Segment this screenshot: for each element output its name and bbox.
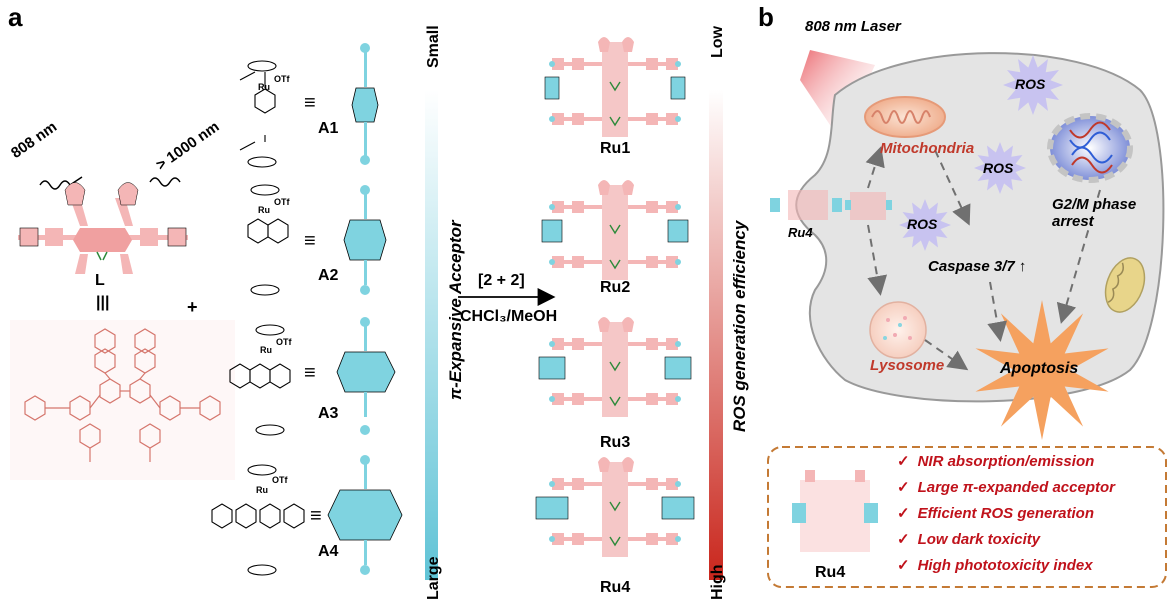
atom-otf-a2: OTf — [274, 197, 290, 207]
summary-ru4-cartoon — [792, 470, 878, 552]
ros-label-1: ROS — [1015, 76, 1046, 92]
product-label-ru4: Ru4 — [600, 579, 631, 596]
acceptor-structures — [211, 60, 305, 576]
ros-label-3: ROS — [907, 216, 938, 232]
ros-star — [974, 142, 1026, 194]
reaction-bottom: CHCl₃/MeOH — [460, 308, 558, 325]
atom-ru-a1: Ru — [258, 82, 270, 92]
summary-ru4-label: Ru4 — [815, 564, 846, 581]
ros-gradient-low: Low — [709, 26, 726, 58]
reaction-top: [2 + 2] — [478, 272, 525, 289]
lysosome-organelle — [869, 301, 927, 359]
product-label-ru1: Ru1 — [600, 140, 631, 157]
pathway-arrows — [865, 146, 1101, 371]
ligand-structure — [24, 328, 221, 462]
lysosome-label: Lysosome — [870, 357, 945, 374]
cage-ru2 — [541, 180, 689, 280]
ros-gradient-bar — [709, 90, 723, 580]
apoptosis-star — [975, 300, 1109, 440]
ros-star — [899, 199, 951, 251]
laser-label: 808 nm Laser — [805, 18, 901, 35]
caspase-label: Caspase 3/7 ↑ — [928, 258, 1027, 275]
ru4-cell-label: Ru4 — [788, 225, 813, 240]
ros-label-2: ROS — [983, 160, 1014, 176]
acceptor-label-a3: A3 — [318, 405, 339, 422]
equiv-a3: ≡ — [304, 362, 316, 384]
ru4-entering — [770, 190, 892, 220]
acceptor-label-a4: A4 — [318, 543, 339, 560]
acceptor-cartoons — [327, 43, 403, 575]
ros-star — [1003, 55, 1063, 115]
plus-sign: + — [187, 297, 198, 317]
mitochondria-label: Mitochondria — [880, 140, 975, 157]
panel-a-letter: a — [8, 2, 23, 32]
equiv-a1: ≡ — [304, 92, 316, 114]
product-label-ru2: Ru2 — [600, 279, 631, 296]
product-label-ru3: Ru3 — [600, 434, 631, 451]
ligand-label: L — [95, 272, 105, 289]
apoptosis-label: Apoptosis — [1000, 360, 1079, 377]
mitochondria-small — [1104, 257, 1146, 313]
atom-ru-a2: Ru — [258, 205, 270, 215]
apoptosis-burst — [975, 300, 1109, 440]
feature-item: ✓ Efficient ROS generation — [897, 505, 1094, 522]
cage-cartoons — [535, 37, 695, 557]
feature-item: ✓ Large π-expanded acceptor — [897, 479, 1115, 496]
atom-otf-a3: OTf — [276, 337, 292, 347]
cage-ru3 — [538, 317, 692, 417]
ros-gradient-axis: ROS generation efficiency — [730, 220, 749, 432]
cage-ru4 — [535, 457, 695, 557]
atom-ru-a3: Ru — [260, 345, 272, 355]
ros-stars — [899, 55, 1063, 251]
gradient-small: Small — [425, 25, 442, 68]
feature-item: ✓ Low dark toxicity — [897, 531, 1041, 548]
feature-item: ✓ High phototoxicity index — [897, 557, 1093, 574]
arrest-label: G2/M phase arrest — [1052, 196, 1137, 230]
feature-item: ✓ NIR absorption/emission — [897, 453, 1095, 470]
summary-features: ✓ NIR absorption/emission ✓ Large π-expand… — [897, 452, 1165, 582]
equiv-a4: ≡ — [310, 505, 322, 527]
atom-otf-a1: OTf — [274, 74, 290, 84]
acceptor-label-a2: A2 — [318, 267, 339, 284]
cage-ru1 — [544, 37, 686, 137]
ros-gradient-high: High — [709, 564, 726, 600]
acceptor-label-a1: A1 — [318, 120, 339, 137]
acceptor-gradient-bar — [425, 90, 438, 580]
atom-otf-a4: OTf — [272, 475, 288, 485]
ligand-L-drawing — [18, 176, 188, 274]
equiv-a2: ≡ — [304, 230, 316, 252]
gradient-large: Large — [425, 556, 442, 600]
atom-ru-a4: Ru — [256, 485, 268, 495]
nucleus — [1047, 113, 1133, 183]
panel-b-letter: b — [758, 2, 774, 32]
ligand-equiv: ||| — [96, 294, 110, 311]
